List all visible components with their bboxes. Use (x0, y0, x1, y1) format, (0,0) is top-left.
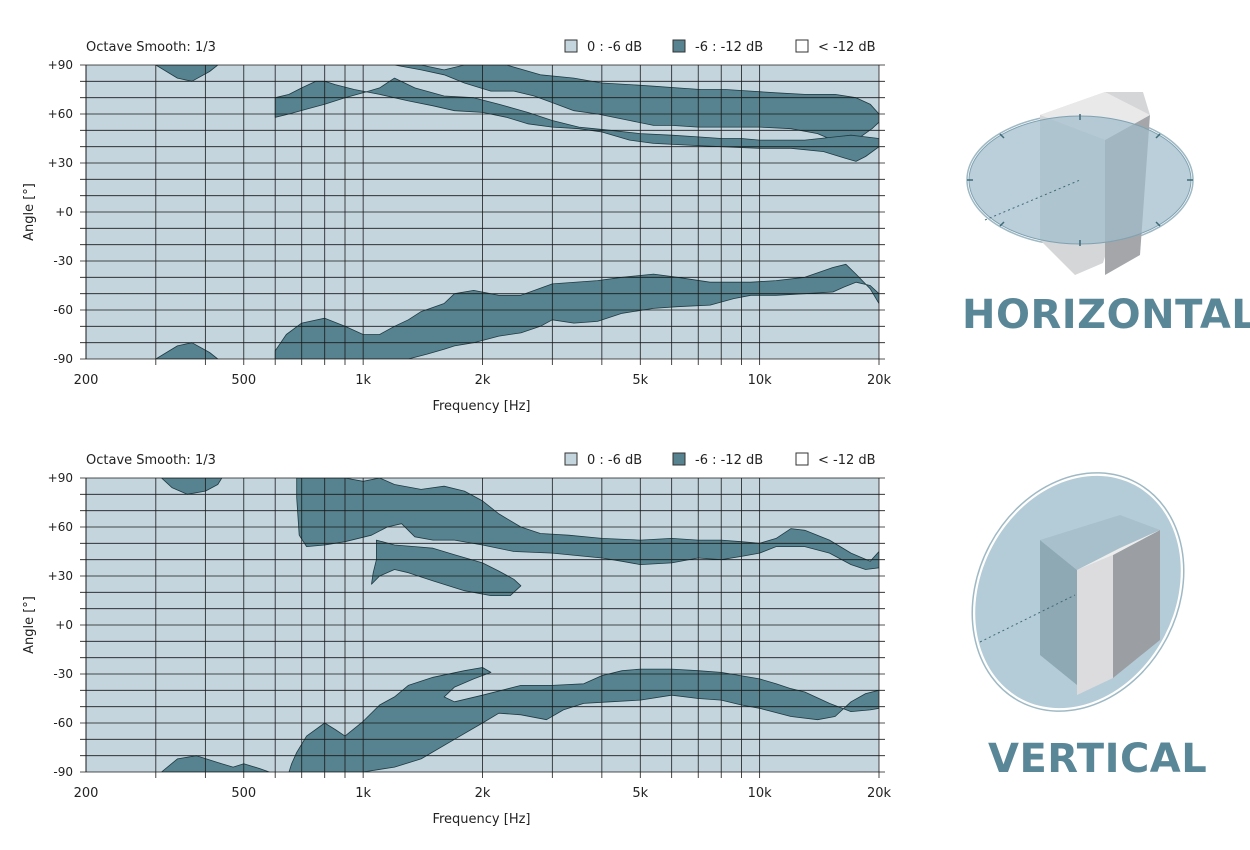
x-tick-label: 10k (748, 786, 773, 801)
vertical-label: VERTICAL (988, 736, 1208, 782)
octave-smooth-label: Octave Smooth: 1/3 (86, 40, 216, 55)
band-region-3 (274, 65, 879, 144)
x-tick-label: 2k (475, 373, 491, 388)
legend-swatch (564, 39, 578, 53)
band-region-4 (161, 755, 270, 772)
octave-smooth-label: Octave Smooth: 1/3 (86, 453, 216, 468)
y-axis-title: Angle [°] (22, 596, 37, 654)
y-tick-label: -60 (53, 303, 73, 317)
y-tick-label: +0 (55, 618, 73, 632)
band-region-2 (155, 342, 219, 359)
vertical-speaker-icon (971, 472, 1185, 712)
y-tick-label: -90 (53, 765, 73, 779)
y-tick-label: +60 (48, 107, 73, 121)
band-region-1 (155, 65, 219, 82)
vertical-directivity-chart: +90 +60 +30 +0 -30 -60 -90 200 500 1k 2k 5k 10k 20k Fr… (0, 413, 900, 833)
legend-swatch (795, 452, 809, 466)
y-tick-label: -60 (53, 716, 73, 730)
horizontal-label: HORIZONTAL (962, 292, 1250, 338)
x-tick-label: 200 (74, 373, 99, 388)
y-tick-label: +90 (48, 58, 73, 72)
legend-label: 0 : -6 dB (587, 40, 642, 55)
legend-label: -6 : -12 dB (695, 453, 763, 468)
y-tick-label: -30 (53, 254, 73, 268)
grid (80, 477, 885, 778)
x-axis-title: Frequency [Hz] (432, 812, 530, 827)
x-tick-label: 20k (867, 373, 892, 388)
y-tick-label: -90 (53, 352, 73, 366)
band-region-5 (288, 667, 879, 772)
horizontal-directivity-chart: +90 +60 +30 +0 -30 -60 -90 200 500 1k 2k 5k 10k 20k Fr… (0, 0, 900, 420)
x-tick-label: 1k (355, 373, 371, 388)
y-tick-label: -30 (53, 667, 73, 681)
legend-swatch (795, 39, 809, 53)
y-tick-label: +90 (48, 471, 73, 485)
legend-label: < -12 dB (818, 40, 876, 55)
x-tick-label: 500 (231, 373, 256, 388)
band-group (161, 478, 879, 772)
y-tick-label: +30 (48, 569, 73, 583)
band-region-2 (296, 478, 879, 570)
legend-swatch (564, 452, 578, 466)
x-tick-label: 5k (632, 373, 648, 388)
grid (80, 64, 885, 365)
legend-swatch (672, 452, 686, 466)
band-group (155, 65, 879, 359)
y-tick-label: +30 (48, 156, 73, 170)
y-tick-label: +0 (55, 205, 73, 219)
legend-label: < -12 dB (818, 453, 876, 468)
x-tick-label: 500 (231, 786, 256, 801)
x-tick-label: 10k (748, 373, 773, 388)
horizontal-speaker-icon (966, 92, 1194, 275)
x-tick-label: 1k (355, 786, 371, 801)
x-tick-label: 5k (632, 786, 648, 801)
x-tick-label: 200 (74, 786, 99, 801)
band-region-3 (371, 539, 522, 596)
legend-label: -6 : -12 dB (695, 40, 763, 55)
band-region-4 (274, 77, 879, 162)
x-axis-title: Frequency [Hz] (432, 399, 530, 414)
x-tick-label: 2k (475, 786, 491, 801)
legend-swatch (672, 39, 686, 53)
x-tick-label: 20k (867, 786, 892, 801)
legend-label: 0 : -6 dB (587, 453, 642, 468)
y-axis-title: Angle [°] (22, 183, 37, 241)
y-tick-label: +60 (48, 520, 73, 534)
